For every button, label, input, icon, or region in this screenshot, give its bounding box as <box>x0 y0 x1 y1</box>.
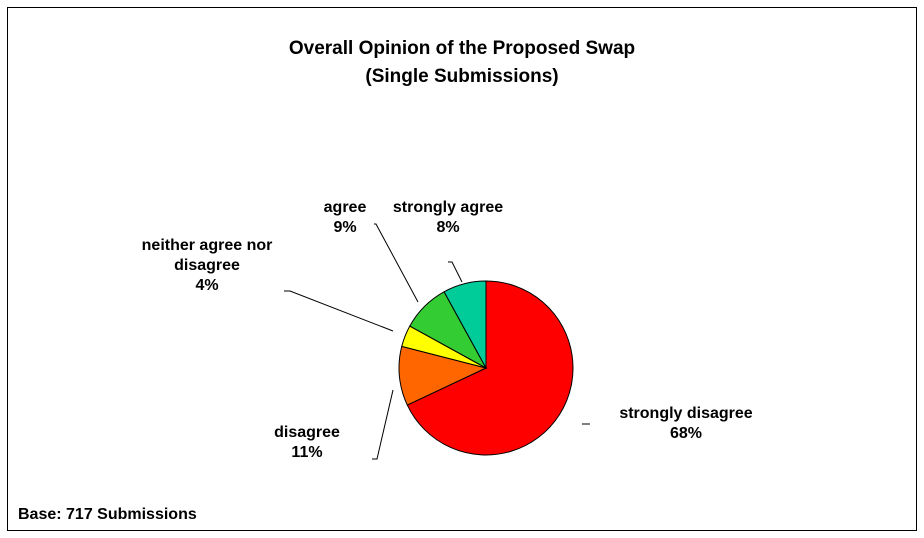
leader-line-4 <box>448 261 463 283</box>
base-note: Base: 717 Submissions <box>18 506 197 523</box>
slice-label-0: strongly disagree <box>619 405 752 422</box>
chart-title: Overall Opinion of the Proposed Swap <box>289 38 635 59</box>
slice-label-4: strongly agree <box>393 199 503 216</box>
slice-value-label-4: 8% <box>436 219 459 236</box>
slice-label-2: disagree <box>174 257 240 274</box>
chart-subtitle: (Single Submissions) <box>365 66 558 87</box>
leader-line-1 <box>372 389 394 460</box>
slice-value-label-0: 68% <box>670 425 702 442</box>
slice-label-3: agree <box>324 199 367 216</box>
slice-value-label-3: 9% <box>333 219 356 236</box>
slice-label-2: neither agree nor <box>142 237 273 254</box>
pie-slices <box>398 280 574 456</box>
slice-value-label-1: 11% <box>291 444 322 461</box>
slice-value-label-2: 4% <box>195 277 218 294</box>
slice-label-1: disagree <box>274 424 340 441</box>
slice-labels: strongly disagree 68% disagree 11% neither a… <box>142 199 753 461</box>
leader-line-2 <box>284 290 394 332</box>
pie-slice-4 <box>443 280 487 369</box>
leader-lines <box>284 223 590 460</box>
leader-line-3 <box>374 223 419 303</box>
pie-slice-0 <box>406 280 574 456</box>
